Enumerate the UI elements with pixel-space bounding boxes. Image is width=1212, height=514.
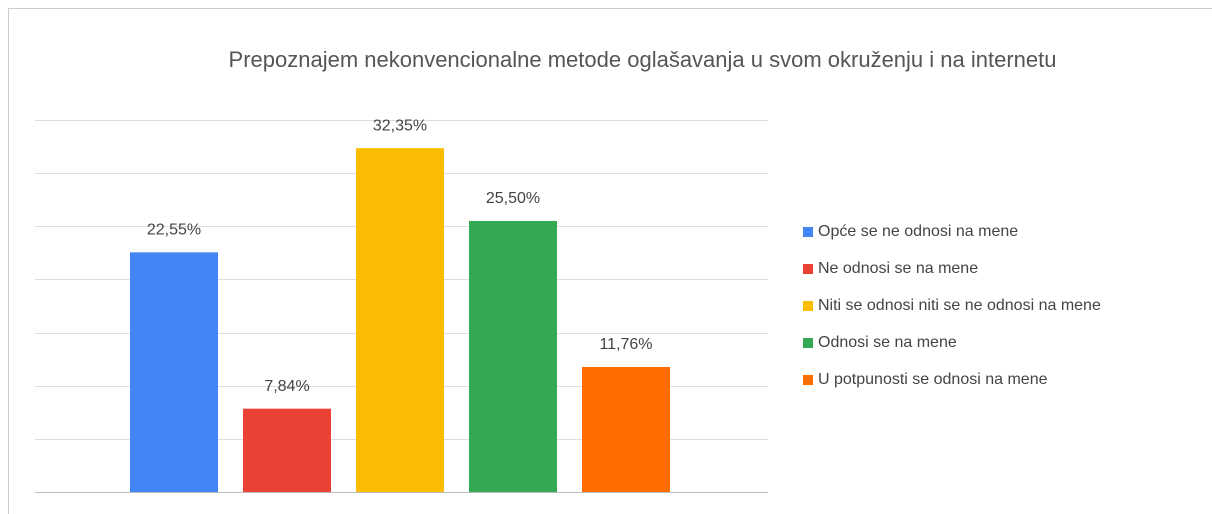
bar xyxy=(356,148,444,492)
bar xyxy=(243,408,331,492)
data-label: 7,84% xyxy=(264,378,309,395)
legend-label: Ne odnosi se na mene xyxy=(818,260,978,277)
bar xyxy=(582,367,670,492)
data-label: 22,55% xyxy=(147,222,201,239)
legend-swatch xyxy=(803,375,813,385)
chart-title: Prepoznajem nekonvencionalne metode ogla… xyxy=(228,47,1057,72)
legend-swatch xyxy=(803,338,813,348)
bar xyxy=(130,252,218,492)
legend-swatch xyxy=(803,264,813,274)
data-label: 32,35% xyxy=(373,117,427,134)
legend-label: Niti se odnosi niti se ne odnosi na mene xyxy=(818,297,1101,314)
data-label: 25,50% xyxy=(486,190,540,207)
bar xyxy=(469,220,557,492)
legend-swatch xyxy=(803,227,813,237)
legend-label: Opće se ne odnosi na mene xyxy=(818,223,1018,240)
legend-swatch xyxy=(803,301,813,311)
legend-label: U potpunosti se odnosi na mene xyxy=(818,371,1048,388)
legend-label: Odnosi se na mene xyxy=(818,334,957,351)
data-label: 11,76% xyxy=(599,336,652,353)
